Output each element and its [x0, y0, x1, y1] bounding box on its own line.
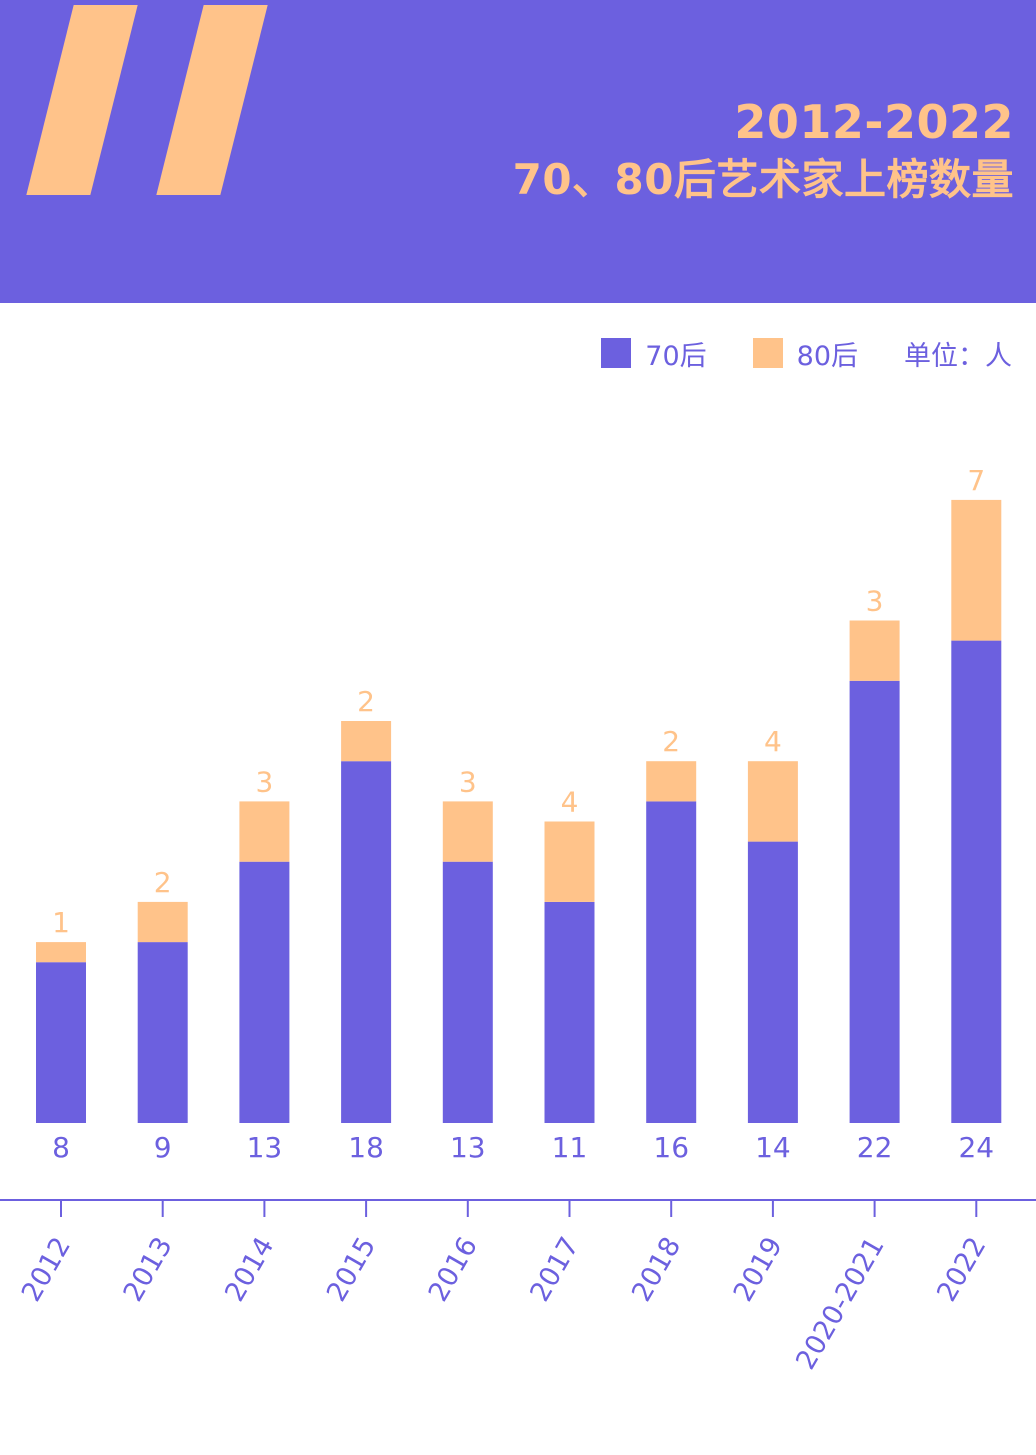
chart-title: 2012-2022 70、80后艺术家上榜数量 [513, 93, 1014, 209]
bar-70-2017 [544, 901, 595, 1123]
bar-80-2012 [36, 942, 86, 963]
legend-swatch-80 [752, 338, 783, 368]
bar-80-2022 [951, 499, 1002, 641]
legend: 70后 80后 单位：人 [555, 334, 1012, 373]
x-tick-label-2022: 2022 [931, 1232, 992, 1307]
x-tick-label-2014: 2014 [219, 1232, 280, 1307]
legend-item-80: 80后 [752, 334, 858, 373]
data-label-80-2022: 7 [967, 464, 985, 497]
data-label-80-2016: 3 [459, 765, 477, 798]
data-label-70-2014: 13 [247, 1131, 283, 1164]
bar-70-2015 [341, 761, 392, 1123]
x-tick-label-2019: 2019 [728, 1232, 789, 1307]
bar-70-2013 [137, 942, 188, 1123]
legend-swatch-70 [601, 338, 632, 368]
bar-80-2013 [137, 901, 188, 943]
bar-70-2012 [36, 962, 86, 1123]
data-label-70-2019: 14 [755, 1131, 791, 1164]
data-label-80-2014: 3 [255, 765, 273, 798]
bar-70-2016 [442, 861, 493, 1123]
unit-label: 单位：人 [904, 340, 1012, 372]
bar-70-2019 [747, 841, 798, 1123]
bar-80-2020-2021 [849, 620, 900, 681]
x-tick-label-2012: 2012 [16, 1232, 77, 1307]
bar-70-2014 [239, 861, 290, 1123]
data-label-80-2017: 4 [561, 786, 579, 819]
bar-70-2018 [646, 801, 697, 1123]
title-year-range: 2012-2022 [734, 95, 1014, 149]
data-label-80-2019: 4 [764, 725, 782, 758]
data-label-70-2018: 16 [653, 1131, 689, 1164]
x-tick-label-2013: 2013 [118, 1232, 179, 1307]
data-label-70-2020-2021: 22 [857, 1131, 893, 1164]
data-label-70-2015: 18 [348, 1131, 384, 1164]
x-tick-label-2018: 2018 [626, 1232, 687, 1307]
x-tick-label-2017: 2017 [524, 1232, 585, 1307]
data-label-80-2018: 2 [662, 725, 680, 758]
bar-70-2022 [951, 640, 1002, 1123]
data-label-80-2013: 2 [154, 866, 172, 899]
bar-80-2019 [747, 761, 798, 842]
data-label-70-2022: 24 [958, 1131, 994, 1164]
bar-80-2017 [544, 821, 595, 902]
bar-70-2020-2021 [849, 680, 900, 1123]
data-label-80-2012: 1 [52, 906, 70, 939]
data-label-70-2012: 8 [52, 1131, 70, 1164]
header-banner: 2012-2022 70、80后艺术家上榜数量 [0, 0, 1036, 303]
legend-label-70: 70后 [645, 340, 707, 372]
bar-80-2015 [341, 721, 392, 762]
bar-80-2018 [646, 761, 697, 802]
x-tick-label-2015: 2015 [321, 1232, 382, 1307]
data-label-70-2016: 13 [450, 1131, 486, 1164]
bar-80-2016 [442, 801, 493, 862]
bar-80-2014 [239, 801, 290, 862]
data-label-70-2017: 11 [552, 1131, 588, 1164]
legend-item-70: 70后 [601, 334, 707, 373]
x-tick-label-2016: 2016 [423, 1232, 484, 1307]
data-label-80-2020-2021: 3 [866, 585, 884, 618]
title-subject: 70、80后艺术家上榜数量 [512, 155, 1014, 204]
data-label-80-2015: 2 [357, 685, 375, 718]
data-label-70-2013: 9 [154, 1131, 172, 1164]
x-tick-label-2020-2021: 2020-2021 [790, 1232, 890, 1375]
legend-label-80: 80后 [796, 340, 858, 372]
